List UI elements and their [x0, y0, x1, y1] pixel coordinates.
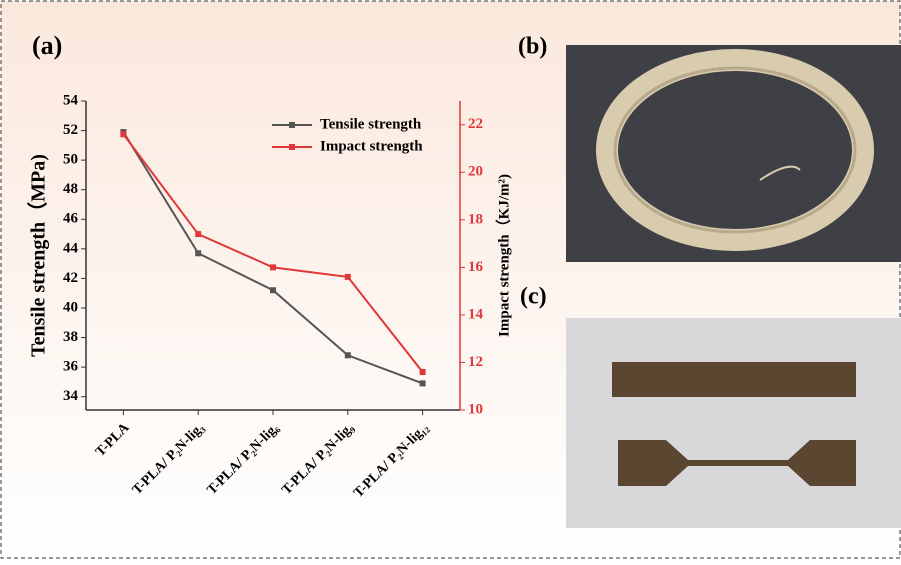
point	[420, 369, 426, 375]
point	[195, 231, 201, 237]
y-tick-label: 50	[63, 152, 78, 168]
y2-tick-label: 10	[468, 401, 483, 417]
point	[345, 274, 351, 280]
y2-tick-label: 20	[468, 164, 483, 180]
legend-label: Tensile strength	[320, 116, 422, 132]
point	[270, 264, 276, 270]
y2-tick-label: 16	[468, 259, 484, 275]
y2-tick-label: 22	[468, 116, 483, 132]
y-tick-label: 34	[63, 388, 79, 404]
y-tick-label: 54	[63, 92, 79, 108]
y2-tick-label: 12	[468, 354, 483, 370]
y2-tick-label: 18	[468, 211, 483, 227]
point	[120, 131, 126, 137]
y-tick-label: 36	[63, 359, 79, 375]
y-axis-label: Tensile strength（MPa)	[27, 154, 50, 357]
y-tick-label: 44	[63, 240, 79, 256]
y-tick-label: 46	[63, 211, 79, 227]
panel-label: (a)	[32, 31, 62, 60]
point	[270, 287, 276, 293]
page: (a) (b) (c) 34 36 38 40 42 44 46 48 50 52 54 10 12 14…	[0, 0, 901, 565]
panel-label: (c)	[520, 284, 547, 310]
photo-filament	[566, 45, 901, 262]
y-tick-label: 38	[63, 329, 78, 345]
y2-tick-label: 14	[468, 306, 484, 322]
y-tick-label: 52	[63, 122, 78, 138]
legend-marker	[289, 144, 295, 150]
panel-label: (b)	[518, 34, 547, 60]
legend-label: Impact strength	[320, 138, 423, 154]
y-tick-label: 42	[63, 270, 78, 286]
y-tick-label: 48	[63, 181, 78, 197]
y-tick-label: 40	[63, 299, 78, 315]
point	[420, 380, 426, 386]
point	[195, 250, 201, 256]
point	[345, 352, 351, 358]
legend-marker	[289, 122, 295, 128]
y2-axis-label: Impact strength（KJ/m²)	[494, 174, 512, 337]
figure: (a) (b) (c) 34 36 38 40 42 44 46 48 50 52 54 10 12 14…	[0, 0, 901, 560]
photo-specimens	[566, 318, 901, 528]
